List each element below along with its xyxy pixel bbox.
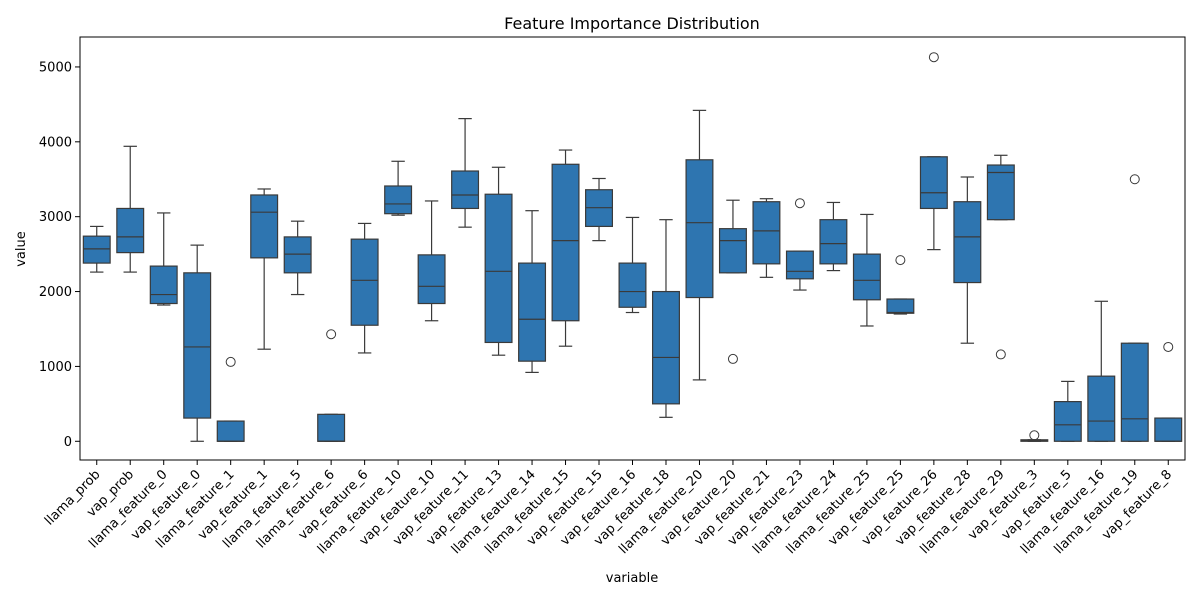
box-vap_feature_11 [451, 118, 480, 228]
box-marks [82, 52, 1183, 442]
box-vap_feature_20 [718, 199, 747, 364]
box-vap_prob [116, 145, 145, 273]
y-tick-label: 3000 [39, 210, 72, 225]
box-vap_feature_6 [350, 222, 379, 354]
iqr-box [317, 413, 346, 442]
iqr-box [484, 193, 513, 344]
box-llama_feature_5 [283, 220, 312, 296]
y-tick-label: 4000 [39, 135, 72, 150]
iqr-box [216, 420, 245, 442]
box-llama_feature_14 [518, 210, 547, 374]
box-vap_feature_8 [1154, 341, 1183, 442]
iqr-box [551, 163, 580, 322]
outlier-point [326, 329, 337, 340]
x-axis-label: variable [606, 571, 658, 586]
iqr-box [82, 235, 111, 264]
box-llama_feature_6 [317, 329, 346, 442]
box-llama_feature_19 [1120, 174, 1149, 442]
iqr-box [718, 228, 747, 274]
iqr-box [886, 298, 915, 314]
box-llama_feature_29 [986, 154, 1015, 360]
box-llama_feature_15 [551, 149, 580, 347]
box-llama_prob [82, 225, 111, 273]
y-tick-label: 0 [64, 435, 72, 450]
box-llama_feature_20 [685, 109, 714, 381]
y-tick-label: 5000 [39, 60, 72, 75]
iqr-box [417, 254, 446, 305]
box-llama_feature_1 [216, 356, 245, 442]
box-vap_feature_16 [618, 216, 647, 314]
iqr-box [183, 272, 212, 419]
iqr-box [149, 265, 178, 305]
plot-frame [79, 36, 1186, 461]
box-llama_feature_10 [384, 160, 413, 216]
box-vap_feature_10 [417, 200, 446, 322]
iqr-box [283, 236, 312, 274]
box-vap_feature_3 [1020, 430, 1049, 442]
box-vap_feature_0 [183, 244, 212, 442]
iqr-box [451, 170, 480, 210]
box-vap_feature_23 [785, 198, 814, 291]
y-axis-label: value [14, 231, 29, 267]
iqr-box [1154, 417, 1183, 442]
iqr-box [618, 262, 647, 308]
outlier-point [995, 349, 1006, 360]
iqr-box [752, 201, 781, 265]
outlier-point [727, 353, 738, 364]
iqr-box [116, 207, 145, 254]
box-llama_feature_0 [149, 212, 178, 306]
box-vap_feature_21 [752, 198, 781, 278]
iqr-box [986, 164, 1015, 221]
box-llama_feature_25 [852, 213, 881, 327]
outlier-point [895, 255, 906, 266]
iqr-box [518, 262, 547, 362]
chart-title: Feature Importance Distribution [504, 14, 760, 33]
outlier-point [928, 52, 939, 63]
box-vap_feature_1 [250, 188, 279, 350]
outlier-point [1029, 430, 1040, 441]
outlier-point [794, 198, 805, 209]
y-tick-label: 2000 [39, 285, 72, 300]
iqr-box [651, 290, 680, 405]
iqr-box [250, 194, 279, 259]
box-llama_feature_16 [1087, 300, 1116, 442]
box-vap_feature_5 [1053, 380, 1082, 442]
box-vap_feature_13 [484, 166, 513, 356]
outlier-point [1129, 174, 1140, 185]
iqr-box [1087, 375, 1116, 442]
iqr-box [919, 156, 948, 210]
box-vap_feature_15 [585, 177, 614, 242]
iqr-box [685, 159, 714, 299]
iqr-box [785, 250, 814, 280]
box-vap_feature_28 [953, 176, 982, 344]
outlier-point [225, 356, 236, 367]
y-tick-label: 1000 [39, 360, 72, 375]
outlier-point [1163, 341, 1174, 352]
iqr-box [384, 185, 413, 215]
box-vap_feature_25 [886, 255, 915, 315]
box-vap_feature_18 [651, 219, 680, 418]
iqr-box [852, 253, 881, 301]
iqr-box [1053, 401, 1082, 442]
box-llama_feature_24 [819, 201, 848, 272]
iqr-box [350, 238, 379, 326]
y-axis: 0 1000 2000 3000 4000 5000 [39, 60, 80, 450]
iqr-box [953, 201, 982, 284]
box-vap_feature_26 [919, 52, 948, 251]
iqr-box [1120, 342, 1149, 442]
iqr-box [819, 219, 848, 265]
